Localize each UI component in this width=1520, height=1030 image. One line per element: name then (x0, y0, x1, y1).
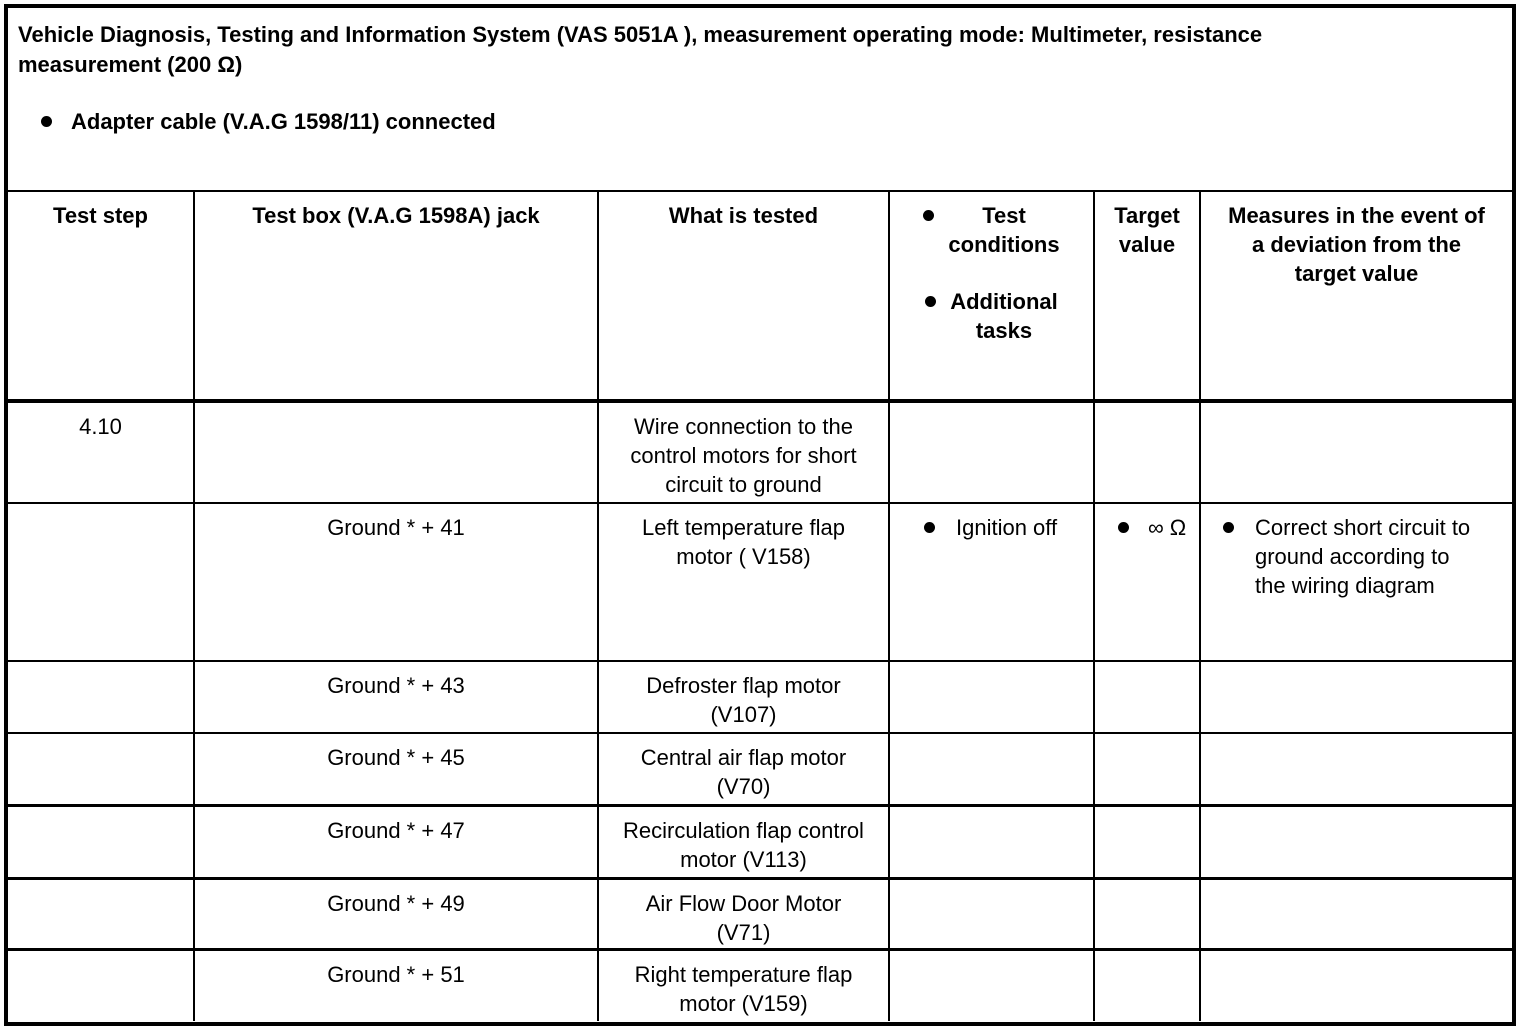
cell-target-value (1093, 803, 1201, 879)
table-row: Ground * + 43 Defroster flap motor (V107) (8, 660, 1512, 734)
page-title: Vehicle Diagnosis, Testing and Informati… (18, 22, 1263, 77)
measure-text: Correct short circuit to ground accordin… (1255, 515, 1471, 598)
bullet-icon (924, 522, 935, 533)
header-test-box-jack: Test box (V.A.G 1598A) jack (193, 190, 599, 403)
cell-test-box-jack: Ground * + 43 (193, 660, 599, 734)
cell-test-step (8, 876, 195, 950)
table-body: 4.10 Wire connection to the control motor… (8, 400, 1512, 1021)
header-bullet-text: Additional tasks (950, 289, 1058, 343)
bullet-item: Additional tasks (891, 287, 1092, 345)
bullet-item: Ignition off (924, 513, 1092, 542)
cell-test-step (8, 502, 195, 662)
cell-target-value (1093, 400, 1201, 504)
cell-test-step (8, 947, 195, 1021)
header-what-is-tested: What is tested (597, 190, 890, 403)
cell-what-is-tested: Air Flow Door Motor (V71) (597, 876, 890, 950)
header-measures: Measures in the event of a deviation fro… (1199, 190, 1512, 403)
cell-measures (1199, 947, 1512, 1021)
test-procedure-table: Test step Test box (V.A.G 1598A) jack Wh… (8, 190, 1512, 1021)
cell-test-box-jack: Ground * + 49 (193, 876, 599, 950)
bullet-item: Test conditions (891, 201, 1092, 259)
header-test-step: Test step (8, 190, 195, 403)
cell-what-is-tested: Defroster flap motor (V107) (597, 660, 890, 734)
cell-what-is-tested: Left temperature flap motor ( V158) (597, 502, 890, 662)
cell-test-step: 4.10 (8, 400, 195, 504)
cell-what-is-tested: Right temperature flap motor (V159) (597, 947, 890, 1021)
cell-test-conditions (888, 876, 1095, 950)
cell-what-is-tested: Wire connection to the control motors fo… (597, 400, 890, 504)
bullet-icon (41, 116, 52, 127)
cell-test-conditions: Ignition off (888, 502, 1095, 662)
cell-test-box-jack (193, 400, 599, 504)
header-target-value: Target value (1093, 190, 1201, 403)
cell-target-value (1093, 660, 1201, 734)
bullet-item: Correct short circuit to ground accordin… (1223, 513, 1512, 600)
table-row: Ground * + 41 Left temperature flap motor… (8, 502, 1512, 662)
cell-test-box-jack: Ground * + 51 (193, 947, 599, 1021)
note-list: Adapter cable (V.A.G 1598/11) connected (8, 107, 1512, 136)
cell-test-box-jack: Ground * + 47 (193, 803, 599, 879)
table-row: Ground * + 47 Recirculation flap control … (8, 803, 1512, 879)
cell-measures (1199, 400, 1512, 504)
cell-test-box-jack: Ground * + 45 (193, 732, 599, 806)
bullet-icon (925, 296, 937, 307)
note-item: Adapter cable (V.A.G 1598/11) connected (41, 107, 1512, 136)
cell-measures (1199, 732, 1512, 806)
header-test-conditions: Test conditions Additional tasks (888, 190, 1095, 403)
cell-test-conditions (888, 732, 1095, 806)
cell-measures: Correct short circuit to ground accordin… (1199, 502, 1512, 662)
cell-test-conditions (888, 400, 1095, 504)
cell-test-conditions (888, 660, 1095, 734)
target-value-text: ∞ Ω (1148, 515, 1187, 540)
bullet-icon (1118, 522, 1129, 533)
bullet-item: ∞ Ω (1118, 513, 1198, 542)
table-row: 4.10 Wire connection to the control motor… (8, 400, 1512, 504)
cell-target-value (1093, 732, 1201, 806)
cell-test-step (8, 660, 195, 734)
cell-measures (1199, 803, 1512, 879)
cell-test-conditions (888, 947, 1095, 1021)
cell-what-is-tested: Recirculation flap control motor (V113) (597, 803, 890, 879)
note-text: Adapter cable (V.A.G 1598/11) connected (71, 109, 496, 134)
condition-text: Ignition off (956, 515, 1058, 540)
cell-target-value (1093, 876, 1201, 950)
table-row: Ground * + 45 Central air flap motor (V70… (8, 732, 1512, 806)
cell-target-value: ∞ Ω (1093, 502, 1201, 662)
cell-measures (1199, 660, 1512, 734)
bullet-icon (923, 210, 935, 221)
cell-target-value (1093, 947, 1201, 1021)
table-row: Ground * + 49 Air Flow Door Motor (V71) (8, 876, 1512, 950)
document-page: Vehicle Diagnosis, Testing and Informati… (4, 4, 1516, 1026)
header-row: Test step Test box (V.A.G 1598A) jack Wh… (8, 190, 1512, 403)
cell-test-conditions (888, 803, 1095, 879)
cell-test-box-jack: Ground * + 41 (193, 502, 599, 662)
header-bullet-text: Test conditions (948, 203, 1060, 257)
table-row: Ground * + 51 Right temperature flap moto… (8, 947, 1512, 1021)
cell-measures (1199, 876, 1512, 950)
cell-what-is-tested: Central air flap motor (V70) (597, 732, 890, 806)
cell-test-step (8, 803, 195, 879)
cell-test-step (8, 732, 195, 806)
bullet-icon (1223, 522, 1234, 533)
